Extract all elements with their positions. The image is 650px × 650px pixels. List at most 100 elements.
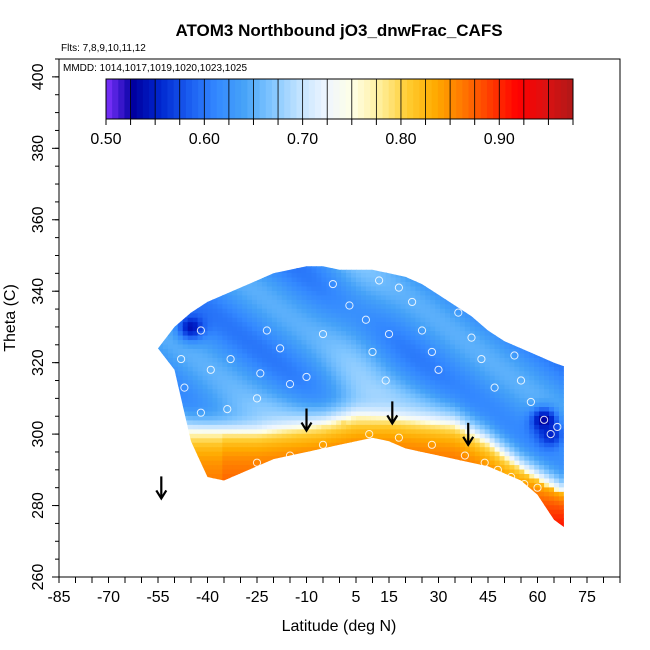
heatmap-cell [162,428,169,434]
heatmap-cell [296,379,303,385]
heatmap-cell [375,330,382,336]
heatmap-cell [281,281,288,287]
heatmap-cell [182,415,189,421]
heatmap-cell [207,348,214,354]
heatmap-cell [360,290,367,296]
heatmap-cell [524,446,530,452]
heatmap-cell [450,468,456,474]
heatmap-cell [242,442,248,448]
heatmap-cell [504,384,511,390]
heatmap-cell [504,486,511,492]
heatmap-cell [380,281,387,287]
heatmap-cell [356,455,362,461]
heatmap-cell [504,379,511,385]
heatmap-cell [326,276,332,282]
heatmap-cell [440,348,446,354]
heatmap-cell [158,361,164,367]
heatmap-cell [331,326,337,332]
heatmap-cell [257,294,263,300]
heatmap-cell [261,379,268,385]
heatmap-cell [222,455,228,461]
heatmap-cell [415,424,421,430]
heatmap-cell [489,473,496,479]
heatmap-cell [271,266,278,269]
heatmap-cell [158,397,164,403]
heatmap-cell [257,334,263,341]
heatmap-cell [415,522,421,527]
heatmap-cell [504,442,511,448]
heatmap-cell [558,266,564,269]
heatmap-cell [296,281,303,287]
heatmap-cell [529,424,535,430]
heatmap-cell [469,424,476,430]
heatmap-cell [177,468,184,474]
heatmap-cell [484,299,491,305]
heatmap-cell [469,518,476,524]
heatmap-cell [341,370,347,376]
heatmap-cell [489,460,496,466]
heatmap-cell [400,326,407,332]
heatmap-cell [336,491,342,497]
heatmap-cell [167,518,174,524]
heatmap-cell [489,308,496,314]
heatmap-cell [356,433,362,439]
heatmap-cell [410,442,416,448]
heatmap-cell [222,326,228,332]
heatmap-cell [172,464,179,470]
heatmap-cell [395,410,402,416]
heatmap-cell [455,491,461,497]
heatmap-cell [341,451,347,457]
heatmap-cell [370,522,377,527]
heatmap-cell [365,455,372,461]
heatmap-cell [286,361,293,367]
heatmap-cell [435,518,441,524]
sample-point [262,326,271,335]
heatmap-cell [455,276,461,282]
heatmap-cell [558,290,564,296]
heatmap-cell [435,379,441,385]
heatmap-cell [494,281,501,287]
heatmap-cell [459,370,466,376]
heatmap-cell [232,473,238,479]
heatmap-cell [222,415,228,421]
heatmap-cell [484,348,491,354]
heatmap-cell [564,375,570,380]
heatmap-cell [474,460,481,466]
heatmap-cell [261,384,268,390]
heatmap-cell [252,518,258,524]
heatmap-cell [192,352,199,358]
heatmap-cell [331,451,337,457]
heatmap-cell [360,303,367,309]
heatmap-cell [326,455,332,461]
heatmap-cell [445,424,451,430]
heatmap-cell [197,504,204,510]
heatmap-cell [519,266,525,269]
heatmap-cell [559,259,565,264]
heatmap-cell [331,259,337,264]
heatmap-cell [177,397,184,403]
heatmap-cell [544,477,550,483]
heatmap-cell [266,433,273,439]
heatmap-cell [296,343,303,349]
heatmap-cell [564,460,570,465]
heatmap-cell [410,379,416,385]
heatmap-cell [385,477,392,483]
heatmap-cell [341,504,347,510]
heatmap-cell [197,424,204,430]
heatmap-cell [316,312,322,318]
heatmap-cell [326,334,332,341]
heatmap-cell [158,339,164,345]
heatmap-cell [420,455,426,461]
heatmap-cell [202,509,209,515]
heatmap-cell [360,397,367,403]
heatmap-cell [524,482,530,488]
heatmap-cell [499,321,506,327]
heatmap-cell [390,375,397,381]
heatmap-cell [197,388,204,394]
heatmap-cell [564,473,570,478]
heatmap-cell [182,437,189,443]
heatmap-cell [172,326,179,332]
heatmap-cell [400,281,407,287]
heatmap-cell [479,317,486,323]
heatmap-cell [291,379,298,385]
